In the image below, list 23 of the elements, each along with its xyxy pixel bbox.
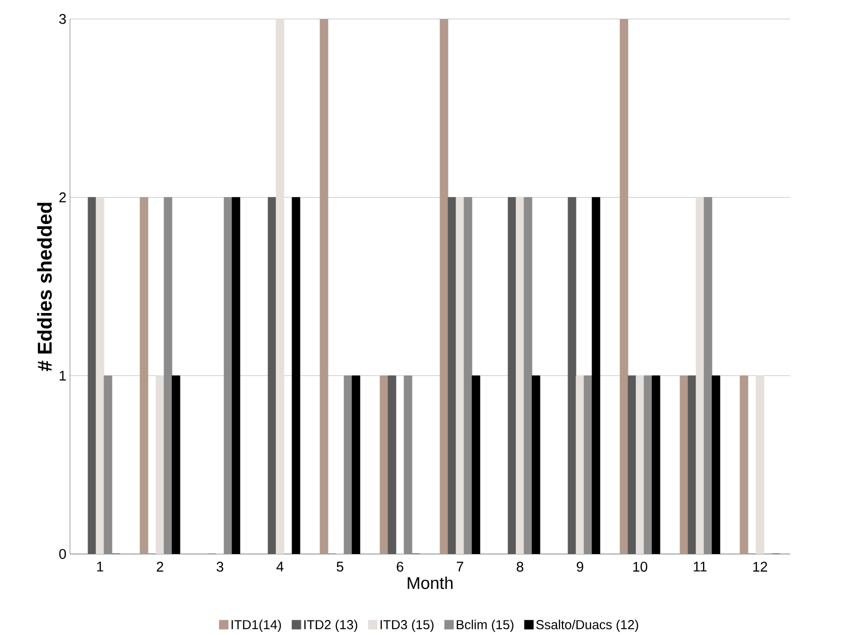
x-tick-label: 5 — [336, 562, 344, 572]
legend-label: ITD3 (15) — [380, 620, 434, 632]
legend-label: ITD1(14) — [232, 620, 281, 632]
x-tick-label: 6 — [396, 562, 404, 572]
x-tick-label: 1 — [97, 562, 104, 572]
y-tick-label: 0 — [59, 549, 66, 560]
x-axis-title: Month — [408, 576, 453, 590]
legend-label: Ssalto/Duacs (12) — [536, 620, 638, 632]
x-tick-label: 4 — [276, 562, 284, 572]
x-tick-label: 8 — [516, 562, 524, 572]
y-axis-title: # Eddies shedded — [37, 202, 52, 372]
x-tick-label: 11 — [694, 562, 707, 572]
y-tick-label: 3 — [59, 14, 66, 24]
x-tick-label: 2 — [156, 562, 164, 572]
x-tick-label: 7 — [456, 562, 464, 572]
x-tick-label: 10 — [633, 562, 648, 572]
legend-label: Bclim (15) — [456, 620, 514, 632]
y-tick-label: 2 — [59, 192, 66, 202]
legend-label: ITD2 (13) — [304, 620, 358, 632]
x-tick-label: 9 — [576, 562, 584, 572]
y-tick-label: 1 — [60, 371, 66, 381]
x-tick-label: 12 — [753, 562, 768, 572]
x-tick-label: 3 — [216, 562, 224, 572]
